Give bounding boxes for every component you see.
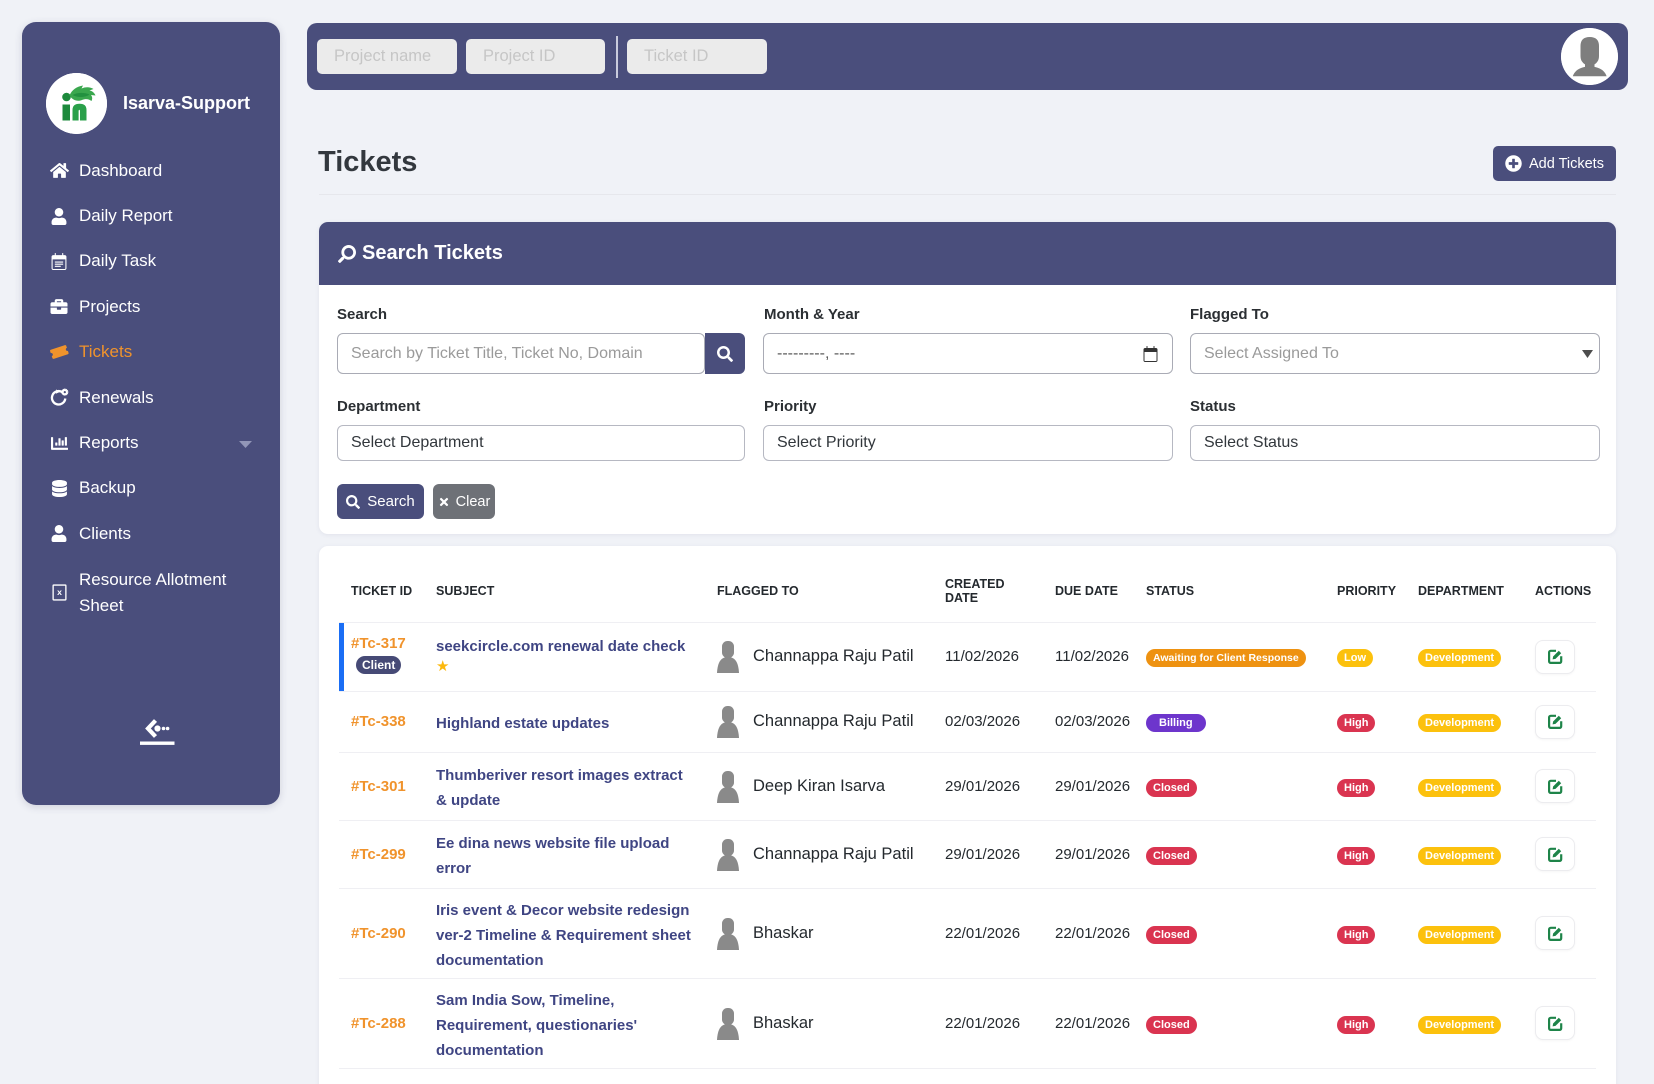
svg-text:x: x [57,587,62,597]
